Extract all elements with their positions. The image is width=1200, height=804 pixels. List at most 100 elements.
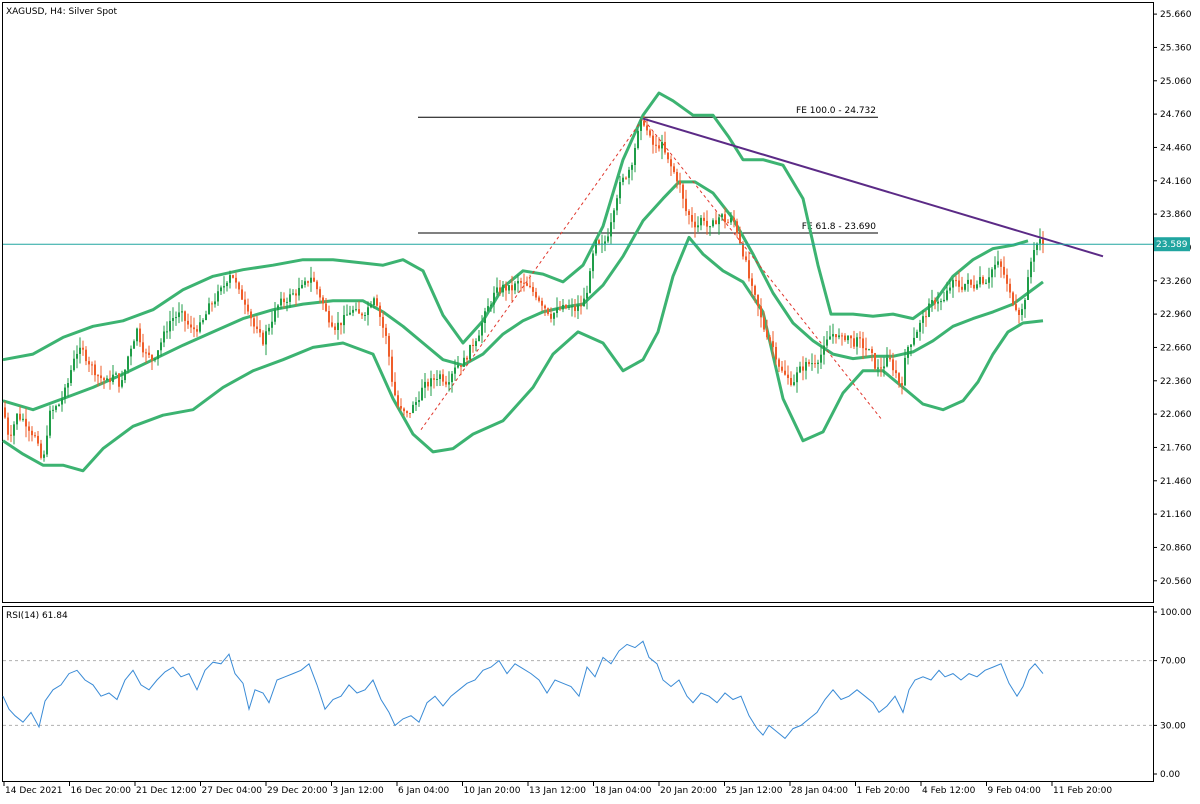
candle-body xyxy=(79,347,81,354)
candle-body xyxy=(1012,292,1014,305)
candle-body xyxy=(187,320,189,325)
candle-body xyxy=(682,184,684,199)
candle-body xyxy=(865,348,867,351)
candle-body xyxy=(691,215,693,222)
price-tick-label: 24.160 xyxy=(1160,177,1192,187)
candle-body xyxy=(259,329,261,333)
candle-body xyxy=(1039,239,1041,244)
candle-body xyxy=(91,364,93,366)
candle-body xyxy=(565,304,567,308)
candle-body xyxy=(823,345,825,355)
rsi-tick-label: 100.00 xyxy=(1160,608,1192,618)
candle-body xyxy=(499,287,501,293)
candle-body xyxy=(343,314,345,326)
candle-body xyxy=(424,381,426,388)
candle-body xyxy=(979,277,981,285)
candles xyxy=(4,115,1044,462)
candle-body xyxy=(595,240,597,254)
candle-body xyxy=(727,222,729,224)
candle-body xyxy=(808,361,810,365)
candle-body xyxy=(703,217,705,221)
candle-body xyxy=(889,357,891,360)
candle-body xyxy=(7,417,9,435)
candle-body xyxy=(382,316,384,328)
time-tick-label: 13 Jan 12:00 xyxy=(529,786,586,796)
candle-body xyxy=(295,293,297,296)
price-tick-label: 21.460 xyxy=(1160,477,1192,487)
candle-body xyxy=(724,214,726,223)
price-tick-label: 22.360 xyxy=(1160,377,1192,387)
candle-body xyxy=(175,317,177,319)
candle-body xyxy=(580,305,582,307)
candle-body xyxy=(790,377,792,385)
candle-body xyxy=(988,277,990,283)
candle-body xyxy=(163,331,165,343)
candle-body xyxy=(667,152,669,160)
candle-body xyxy=(289,294,291,302)
candle-body xyxy=(514,283,516,291)
time-tick-label: 21 Dec 12:00 xyxy=(136,786,197,796)
time-tick-label: 14 Dec 2021 xyxy=(5,786,63,796)
upper-band-line xyxy=(2,91,1029,362)
candle-body xyxy=(832,334,834,337)
candle-body xyxy=(355,309,357,311)
candle-body xyxy=(583,298,585,307)
candle-body xyxy=(850,335,852,339)
trendline[interactable] xyxy=(642,117,1104,258)
candle-body xyxy=(625,177,627,179)
candle-body xyxy=(892,359,894,371)
candle-body xyxy=(13,424,15,436)
candle-body xyxy=(385,327,387,336)
candle-body xyxy=(784,370,786,375)
time-tick-label: 11 Feb 20:00 xyxy=(1053,786,1112,796)
candle-body xyxy=(238,282,240,290)
candle-body xyxy=(304,281,306,285)
time-tick-label: 28 Jan 04:00 xyxy=(791,786,848,796)
candle-body xyxy=(856,337,858,347)
candle-body xyxy=(598,240,600,245)
candle-body xyxy=(652,135,654,145)
candle-body xyxy=(421,387,423,401)
candle-body xyxy=(373,298,375,305)
candle-body xyxy=(520,281,522,283)
candle-body xyxy=(694,221,696,228)
candle-body xyxy=(877,367,879,369)
candle-body xyxy=(94,364,96,376)
candle-body xyxy=(805,361,807,371)
candle-body xyxy=(586,292,588,299)
candle-body xyxy=(754,285,756,295)
candle-body xyxy=(292,293,294,295)
candle-body xyxy=(76,353,78,359)
candle-body xyxy=(946,290,948,300)
candle-body xyxy=(505,284,507,291)
candle-body xyxy=(910,344,912,348)
candle-body xyxy=(538,297,540,301)
candle-body xyxy=(43,454,45,458)
candle-body xyxy=(58,404,60,407)
candle-body xyxy=(535,291,537,298)
candle-body xyxy=(940,301,942,303)
candle-body xyxy=(793,382,795,385)
candle-body xyxy=(616,198,618,211)
trendline-path[interactable] xyxy=(642,117,1104,258)
candle-body xyxy=(646,125,648,131)
middle-band-line xyxy=(2,180,1044,412)
candle-body xyxy=(973,284,975,289)
candle-body xyxy=(916,331,918,338)
candle-body xyxy=(541,300,543,306)
candle-body xyxy=(190,324,192,328)
candle-body xyxy=(1036,243,1038,251)
candle-body xyxy=(157,350,159,359)
time-tick-label: 4 Feb 12:00 xyxy=(922,786,976,796)
candle-body xyxy=(244,299,246,305)
candle-body xyxy=(922,316,924,323)
price-tick-label: 24.460 xyxy=(1160,143,1192,153)
candle-body xyxy=(85,349,87,362)
candle-body xyxy=(835,334,837,338)
candle-body xyxy=(19,413,21,420)
candle-body xyxy=(457,365,459,368)
candle-body xyxy=(619,182,621,199)
candle-body xyxy=(508,285,510,291)
